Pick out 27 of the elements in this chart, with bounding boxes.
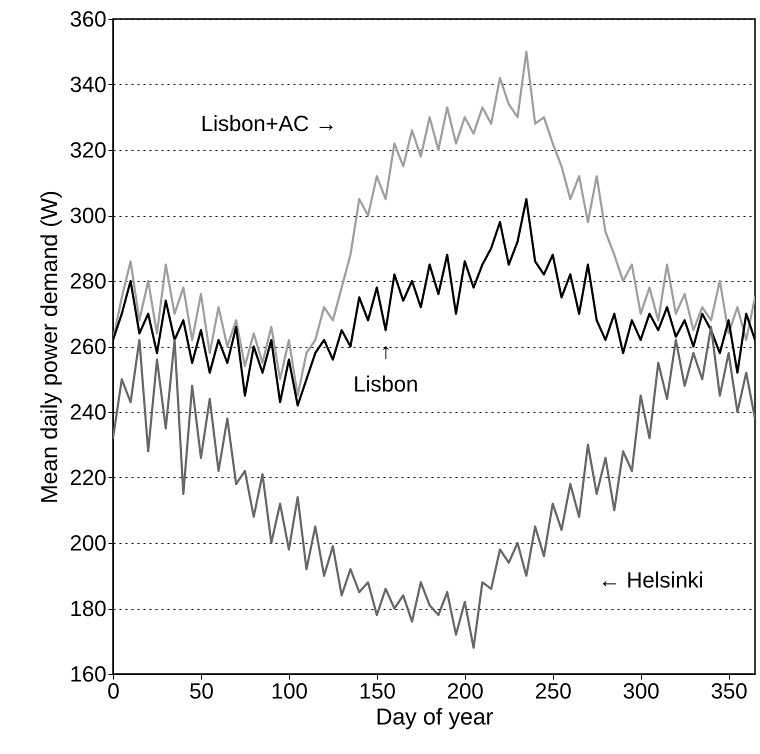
y-tick-label: 180 bbox=[70, 596, 106, 621]
y-tick-label: 240 bbox=[70, 400, 106, 424]
y-tick-label: 260 bbox=[70, 334, 106, 359]
y-tick-label: 200 bbox=[70, 530, 106, 556]
x-axis-title: Day of year bbox=[376, 704, 494, 730]
y-tick-label: 280 bbox=[70, 268, 106, 294]
y-tick-label: 220 bbox=[70, 465, 106, 490]
x-tick-label: 100 bbox=[271, 678, 308, 704]
x-tick-label: 250 bbox=[534, 678, 572, 704]
y-tick-label: 320 bbox=[70, 138, 106, 162]
annotation: ← Helsinki bbox=[598, 567, 704, 592]
x-tick-label: 300 bbox=[622, 678, 660, 704]
line-series bbox=[113, 326, 755, 649]
y-axis-title: Mean daily power demand (W) bbox=[36, 190, 62, 504]
x-tick-label: 150 bbox=[358, 678, 396, 704]
y-tick-label: 340 bbox=[70, 72, 106, 97]
y-tick-label: 160 bbox=[70, 662, 106, 686]
annotation: Lisbon+AC → bbox=[200, 110, 338, 136]
x-tick-label: 50 bbox=[189, 678, 214, 704]
y-tick-label: 360 bbox=[70, 6, 106, 32]
y-tick-label: 300 bbox=[70, 203, 106, 228]
x-tick-label: 0 bbox=[107, 678, 120, 704]
line-series bbox=[113, 50, 755, 397]
annotation: Lisbon bbox=[353, 371, 418, 396]
annotation: ↑ bbox=[380, 338, 392, 364]
x-tick-label: 350 bbox=[710, 678, 748, 704]
x-tick-label: 200 bbox=[446, 678, 484, 704]
